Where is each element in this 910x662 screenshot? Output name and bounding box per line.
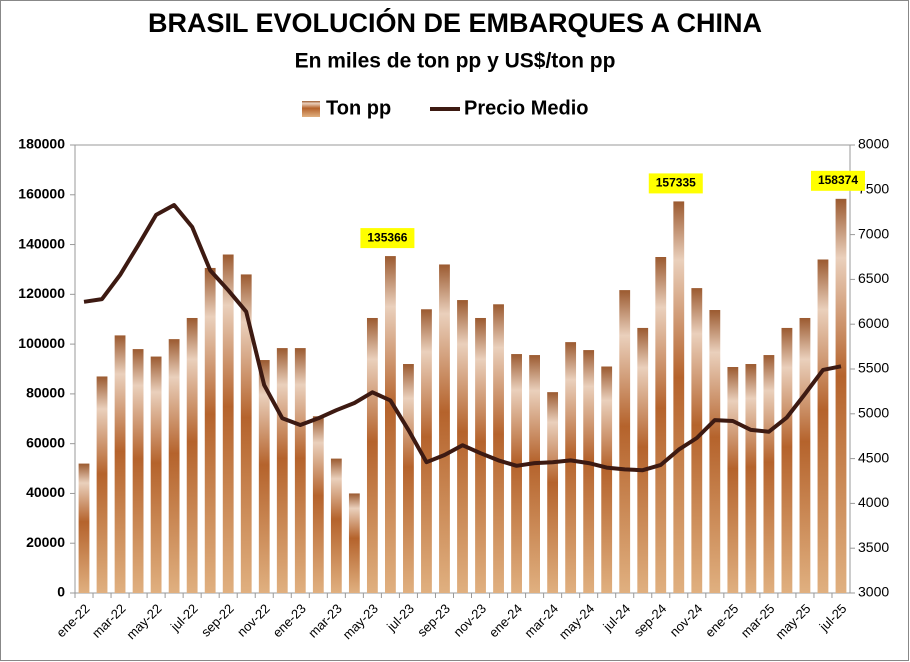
y-tick-label: 140000 bbox=[18, 235, 65, 251]
legend-label: Ton pp bbox=[326, 97, 391, 119]
bar bbox=[835, 198, 847, 593]
bar bbox=[763, 355, 775, 593]
bar bbox=[168, 339, 180, 593]
bar bbox=[529, 355, 540, 593]
bar bbox=[619, 290, 631, 593]
y2-tick-label: 7000 bbox=[858, 225, 889, 241]
bar bbox=[691, 288, 703, 593]
legend-label: Precio Medio bbox=[464, 97, 588, 119]
bar bbox=[817, 259, 829, 593]
y2-tick-label: 6000 bbox=[858, 315, 889, 331]
bar bbox=[601, 366, 613, 593]
bar bbox=[475, 317, 486, 593]
y-tick-label: 60000 bbox=[26, 434, 65, 450]
bar bbox=[294, 348, 306, 593]
y2-tick-label: 5500 bbox=[858, 360, 889, 376]
y2-tick-label: 7500 bbox=[858, 181, 889, 197]
bar bbox=[114, 335, 126, 593]
line bbox=[83, 203, 842, 473]
bar bbox=[132, 349, 144, 593]
bar bbox=[583, 350, 595, 593]
data-label-box bbox=[360, 228, 415, 249]
bar bbox=[565, 342, 577, 593]
y2-tick-label: 3000 bbox=[858, 584, 889, 600]
y-tick-label: 20000 bbox=[26, 534, 65, 550]
bar bbox=[655, 257, 667, 593]
data-label-box bbox=[810, 170, 865, 191]
bar bbox=[709, 310, 721, 593]
data-label: 135366 bbox=[367, 230, 407, 244]
y-tick-label: 160000 bbox=[18, 185, 65, 201]
bar bbox=[366, 317, 378, 593]
chart-subtitle: En miles de ton pp y US$/ton pp bbox=[295, 50, 616, 73]
y-tick-label: 180000 bbox=[18, 136, 65, 152]
bar bbox=[673, 201, 685, 594]
bar bbox=[186, 317, 198, 593]
bar bbox=[258, 360, 270, 593]
y2-tick-label: 8000 bbox=[858, 136, 889, 152]
bar bbox=[312, 416, 324, 593]
y-tick-label: 100000 bbox=[18, 335, 65, 351]
bar bbox=[330, 458, 342, 593]
bar bbox=[511, 354, 522, 593]
y-tick-label: 0 bbox=[57, 584, 65, 600]
bar bbox=[403, 364, 414, 593]
legend-swatch bbox=[302, 101, 320, 117]
bar bbox=[222, 254, 234, 593]
y2-tick-label: 5000 bbox=[858, 405, 889, 421]
y-tick-label: 40000 bbox=[26, 484, 65, 500]
bar bbox=[745, 364, 757, 593]
bar bbox=[240, 274, 252, 593]
bar bbox=[385, 256, 396, 593]
bar bbox=[96, 376, 108, 593]
bar bbox=[204, 267, 216, 593]
bar bbox=[421, 309, 432, 593]
y-tick-label: 120000 bbox=[18, 285, 65, 301]
data-label-box bbox=[648, 173, 703, 194]
bar bbox=[348, 493, 360, 593]
bar bbox=[637, 327, 649, 593]
bar bbox=[727, 367, 739, 593]
y2-tick-label: 3500 bbox=[858, 539, 889, 555]
y-tick-label: 80000 bbox=[26, 385, 65, 401]
bar bbox=[150, 356, 162, 593]
bar bbox=[276, 348, 288, 593]
bar bbox=[799, 317, 811, 593]
y2-tick-label: 4000 bbox=[858, 494, 889, 510]
bar bbox=[439, 264, 450, 593]
y2-tick-label: 4500 bbox=[858, 449, 889, 465]
bar bbox=[781, 327, 793, 593]
data-label: 158374 bbox=[818, 173, 858, 187]
data-label: 157335 bbox=[656, 176, 696, 190]
bar bbox=[547, 392, 559, 593]
bar bbox=[493, 304, 504, 593]
bar bbox=[78, 463, 90, 593]
y2-tick-label: 6500 bbox=[858, 270, 889, 286]
chart-title: BRASIL EVOLUCIÓN DE EMBARQUES A CHINA bbox=[148, 7, 762, 38]
